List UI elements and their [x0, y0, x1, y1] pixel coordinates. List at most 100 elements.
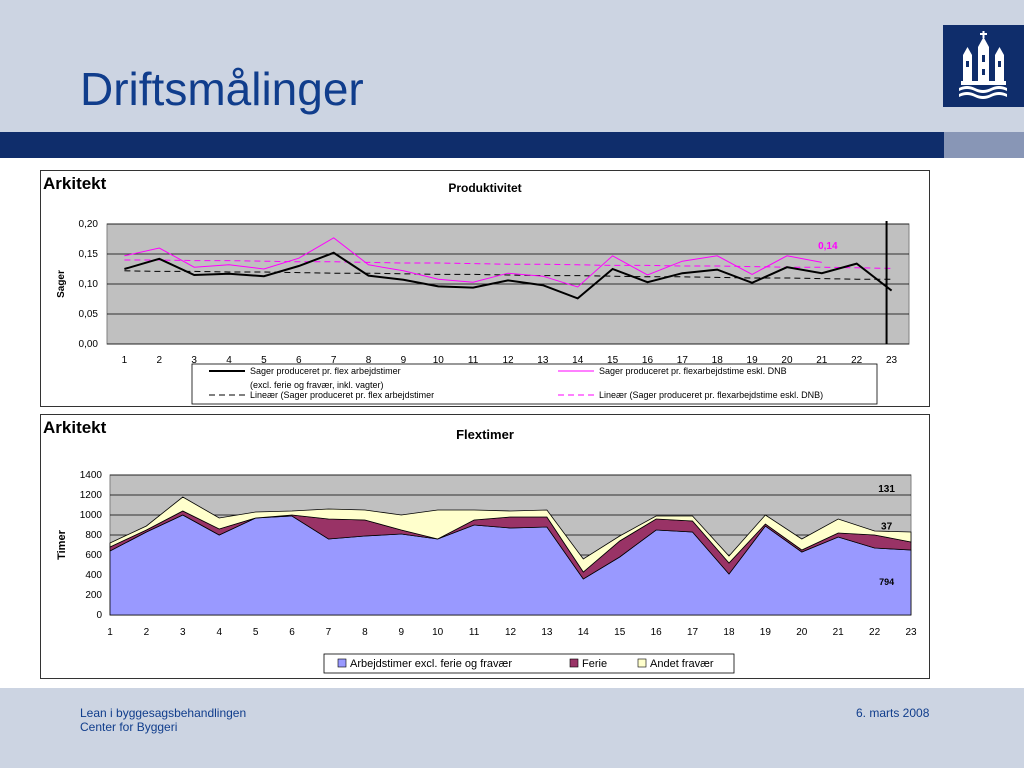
x-tick-label: 10: [433, 355, 445, 366]
legend-swatch: [337, 658, 347, 668]
y-tick-label: 0,20: [79, 219, 99, 230]
x-tick-label: 9: [398, 627, 404, 638]
x-tick-label: 16: [642, 355, 654, 366]
x-tick-label: 1: [122, 355, 128, 366]
slide-title: Driftsmålinger: [80, 63, 364, 115]
panel-label: Arkitekt: [43, 174, 151, 196]
chart-title: Produktivitet: [448, 181, 521, 195]
x-tick-label: 18: [723, 627, 735, 638]
x-tick-label: 23: [905, 627, 917, 638]
x-tick-label: 7: [331, 355, 337, 366]
legend-swatch: [569, 658, 579, 668]
y-tick-label: 200: [85, 590, 102, 601]
x-tick-label: 9: [401, 355, 407, 366]
x-tick-label: 15: [607, 355, 619, 366]
flextimer-chart-panel: Arkitekt Flextimer 0 200 400 600 800 1000 1200 1…: [40, 414, 930, 679]
x-tick-label: 7: [326, 627, 332, 638]
legend: Sager produceret pr. flex arbejdstimer Sa…: [191, 363, 878, 405]
x-tick-label: 12: [502, 355, 514, 366]
footer-date: 6. marts 2008: [856, 706, 930, 720]
x-tick-label: 10: [432, 627, 444, 638]
x-tick-label: 23: [886, 355, 898, 366]
legend-box: [191, 363, 878, 405]
x-tick-label: 22: [851, 355, 863, 366]
x-tick-label: 17: [687, 627, 699, 638]
y-tick-label: 600: [85, 550, 102, 561]
series-line-0: [124, 251, 893, 300]
x-tick-label: 2: [157, 355, 163, 366]
y-tick-label: 1200: [80, 490, 103, 501]
footer-line-2: Center for Byggeri: [80, 720, 178, 734]
footer-line-1: Lean i byggesagsbehandlingen: [80, 706, 247, 720]
data-label: 794: [879, 577, 894, 587]
x-tick-label: 20: [796, 627, 808, 638]
header-band-accent: [944, 132, 1024, 158]
productivity-chart-panel: Arkitekt Produktivitet 0,00 0,05 0,10 0,15 0,…: [40, 170, 930, 407]
series-line-3: [124, 259, 892, 269]
x-tick-label: 18: [712, 355, 724, 366]
x-tick-label: 21: [833, 627, 845, 638]
legend-item-label: Ferie: [582, 658, 607, 670]
footer-left: Lean i byggesagsbehandlingen Center for …: [80, 706, 246, 734]
x-tick-label: 14: [572, 355, 584, 366]
x-tick-label: 4: [226, 355, 232, 366]
x-tick-label: 8: [366, 355, 372, 366]
x-tick-label: 5: [261, 355, 267, 366]
legend: Arbejdstimer excl. ferie og fravær Ferie A…: [323, 653, 735, 674]
series-line-2: [124, 270, 892, 280]
y-tick-label: 1400: [80, 470, 103, 481]
legend-swatch: [637, 658, 647, 668]
x-tick-label: 16: [651, 627, 663, 638]
x-tick-label: 8: [362, 627, 368, 638]
x-tick-label: 15: [614, 627, 626, 638]
data-label: 131: [878, 484, 895, 495]
x-tick-label: 13: [541, 627, 553, 638]
x-tick-label: 11: [469, 627, 480, 638]
x-tick-label: 13: [537, 355, 549, 366]
y-tick-label: 0,00: [79, 339, 99, 350]
y-tick-label: 800: [85, 530, 102, 541]
y-tick-label: 0,05: [79, 309, 99, 320]
x-tick-label: 4: [216, 627, 222, 638]
x-tick-label: 3: [191, 355, 197, 366]
data-label-annotation: 0,14: [818, 241, 838, 252]
legend-item-label: Sager produceret pr. flexarbejdstime esk…: [599, 366, 787, 376]
legend-item-label: Lineær (Sager produceret pr. flexarbejds…: [599, 390, 823, 400]
slide-content: Arkitekt Produktivitet 0,00 0,05 0,10 0,15 0,…: [0, 158, 1024, 688]
legend-item-label: Sager produceret pr. flex arbejdstimer: [250, 366, 401, 376]
y-tick-label: 1000: [80, 510, 103, 521]
x-tick-label: 6: [296, 355, 302, 366]
legend-item-label: Andet fravær: [650, 658, 714, 670]
y-tick-label: 400: [85, 570, 102, 581]
chart-title: Flextimer: [456, 427, 514, 442]
y-tick-label: 0,10: [79, 279, 99, 290]
header-band: [0, 132, 944, 158]
data-label: 37: [881, 522, 893, 533]
x-tick-label: 5: [253, 627, 259, 638]
series-line-1: [124, 237, 822, 288]
y-axis-label: Timer: [56, 529, 68, 559]
logo: [943, 25, 1024, 107]
x-tick-label: 1: [107, 627, 113, 638]
x-tick-label: 11: [468, 355, 479, 366]
x-tick-label: 22: [869, 627, 881, 638]
x-tick-label: 14: [578, 627, 590, 638]
legend-box: [323, 653, 735, 674]
y-tick-label: 0,15: [79, 249, 99, 260]
coat-of-arms-icon: [959, 31, 1007, 99]
x-tick-label: 6: [289, 627, 295, 638]
panel-label: Arkitekt: [43, 418, 151, 440]
legend-item-label: Lineær (Sager produceret pr. flex arbejd…: [250, 390, 434, 400]
y-tick-label: 0: [96, 610, 102, 621]
x-tick-label: 2: [144, 627, 150, 638]
x-tick-label: 3: [180, 627, 186, 638]
x-tick-label: 19: [747, 355, 759, 366]
x-tick-label: 19: [760, 627, 772, 638]
x-tick-label: 12: [505, 627, 517, 638]
x-tick-label: 21: [816, 355, 828, 366]
series-area-2: [109, 496, 912, 573]
x-tick-label: 20: [781, 355, 793, 366]
x-tick-label: 17: [677, 355, 689, 366]
